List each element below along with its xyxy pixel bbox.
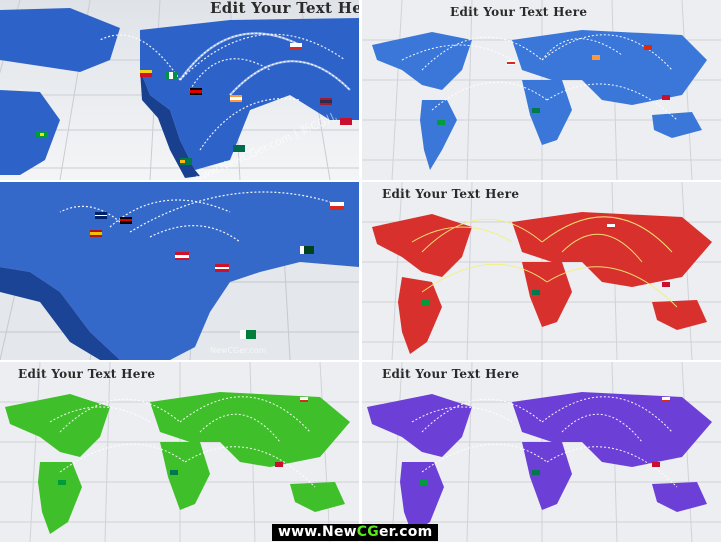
map-tile-blue-closeup: Edit Your Text Her www.NewCGer.com | 新CG… xyxy=(0,0,359,180)
logo-suffix: er.com xyxy=(378,524,433,540)
divider-horizontal-bottom xyxy=(0,360,721,362)
tile-title-text: Edit Your Text Here xyxy=(382,187,520,201)
site-logo: www.NewCGer.com xyxy=(272,524,439,541)
divider-vertical xyxy=(359,0,362,542)
divider-horizontal-top xyxy=(0,180,721,182)
map-tile-purple-world: Edit Your Text Here xyxy=(362,362,721,542)
tile-title-text: Edit Your Text Her xyxy=(210,0,359,17)
map-blue-europe-africa-graphic xyxy=(0,182,359,360)
tile-title-text: Edit Your Text Here xyxy=(382,367,520,381)
map-tile-blue-europe-africa: 新CG儿 www.NewCGer.com NewCGer.com xyxy=(0,182,359,360)
map-blue-closeup-graphic xyxy=(0,0,359,180)
tile-title-text: Edit Your Text Here xyxy=(18,367,156,381)
tile-title-text: Edit Your Text Here xyxy=(450,5,588,19)
map-green-world-graphic xyxy=(0,362,359,542)
logo-prefix: www.New xyxy=(278,524,357,540)
map-tile-blue-world: Edit Your Text Here xyxy=(362,0,721,180)
watermark-small-text: NewCGer.com xyxy=(210,346,267,355)
map-tile-red-world: Edit Your Text Here xyxy=(362,182,721,360)
logo-highlight: CG xyxy=(356,524,379,540)
map-red-world-graphic xyxy=(362,182,721,360)
map-blue-world-graphic xyxy=(362,0,721,180)
map-purple-world-graphic xyxy=(362,362,721,542)
map-tile-green-world: Edit Your Text Here xyxy=(0,362,359,542)
